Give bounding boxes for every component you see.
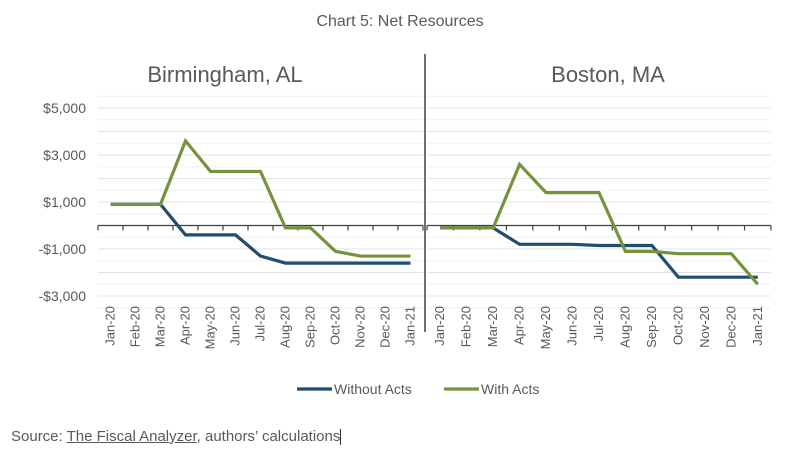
x-tick-label: Feb-20 [459, 306, 474, 347]
y-tick-label: -$1,000 [39, 241, 87, 257]
chart-title: Chart 5: Net Resources [316, 13, 483, 30]
legend-item: With Acts [444, 381, 539, 397]
series-line-with-acts [110, 137, 411, 258]
x-tick-label: Jun-20 [565, 306, 580, 346]
x-tick-label: Feb-20 [128, 306, 143, 347]
y-tick-label: -$3,000 [39, 288, 87, 304]
x-tick-label: Jan-20 [432, 306, 447, 346]
text-cursor [340, 429, 342, 446]
x-tick-label: Mar-20 [153, 306, 168, 347]
x-tick-label: Oct-20 [328, 306, 343, 345]
panel-boston: Boston, MA Jan-20 Feb-20 Mar-20 Apr-20 May-20… [426, 62, 772, 349]
x-tick-label: Dec-20 [723, 306, 738, 348]
x-tick-label: Jan-20 [103, 306, 118, 346]
source-note: Source: The Fiscal Analyzer, authors’ ca… [11, 428, 342, 446]
legend-item: Without Acts [297, 381, 412, 397]
x-tick-label: Jan-21 [750, 306, 765, 346]
y-tick-label: $1,000 [43, 194, 86, 210]
series-line-with-acts [440, 161, 759, 286]
legend-label: Without Acts [334, 381, 412, 397]
panel-title: Birmingham, AL [147, 62, 302, 87]
y-tick-label: $5,000 [43, 100, 86, 116]
panel-title: Boston, MA [551, 62, 665, 87]
x-tick-label: Dec-20 [378, 306, 393, 348]
panel-birmingham: Birmingham, AL Jan-20 Feb-20 Mar-20 Apr-20 Ma… [97, 62, 424, 349]
x-tick-label: Sep-20 [644, 306, 659, 348]
legend: Without Acts With Acts [297, 381, 539, 397]
y-axis: $5,000 $3,000 $1,000 -$1,000 -$3,000 [39, 100, 87, 304]
x-tick-label: Jul-20 [253, 306, 268, 341]
x-tick-label: Oct-20 [670, 306, 685, 345]
x-tick-label: Jun-20 [228, 306, 243, 346]
panels: Birmingham, AL Jan-20 Feb-20 Mar-20 Apr-20 Ma… [97, 62, 772, 349]
x-tick-label: Sep-20 [303, 306, 318, 348]
x-tick-label: Mar-20 [485, 306, 500, 347]
legend-label: With Acts [481, 381, 539, 397]
source-prefix: Source: [11, 428, 67, 445]
x-tick-label: Jan-21 [403, 306, 418, 346]
x-tick-label: Jul-20 [591, 306, 606, 341]
source-suffix: , authors’ calculations [196, 428, 341, 445]
y-tick-label: $3,000 [43, 147, 86, 163]
x-tick-label: Apr-20 [178, 306, 193, 345]
x-tick-label: Apr-20 [512, 306, 527, 345]
x-tick-label: Nov-20 [353, 306, 368, 348]
x-tick-label: May-20 [203, 306, 218, 349]
series-line-without-acts [110, 202, 411, 265]
x-tick-label: Aug-20 [278, 306, 293, 348]
source-link[interactable]: The Fiscal Analyzer [66, 428, 197, 445]
x-tick-label: Nov-20 [697, 306, 712, 348]
x-tick-label: May-20 [538, 306, 553, 349]
x-tick-label: Aug-20 [617, 306, 632, 348]
